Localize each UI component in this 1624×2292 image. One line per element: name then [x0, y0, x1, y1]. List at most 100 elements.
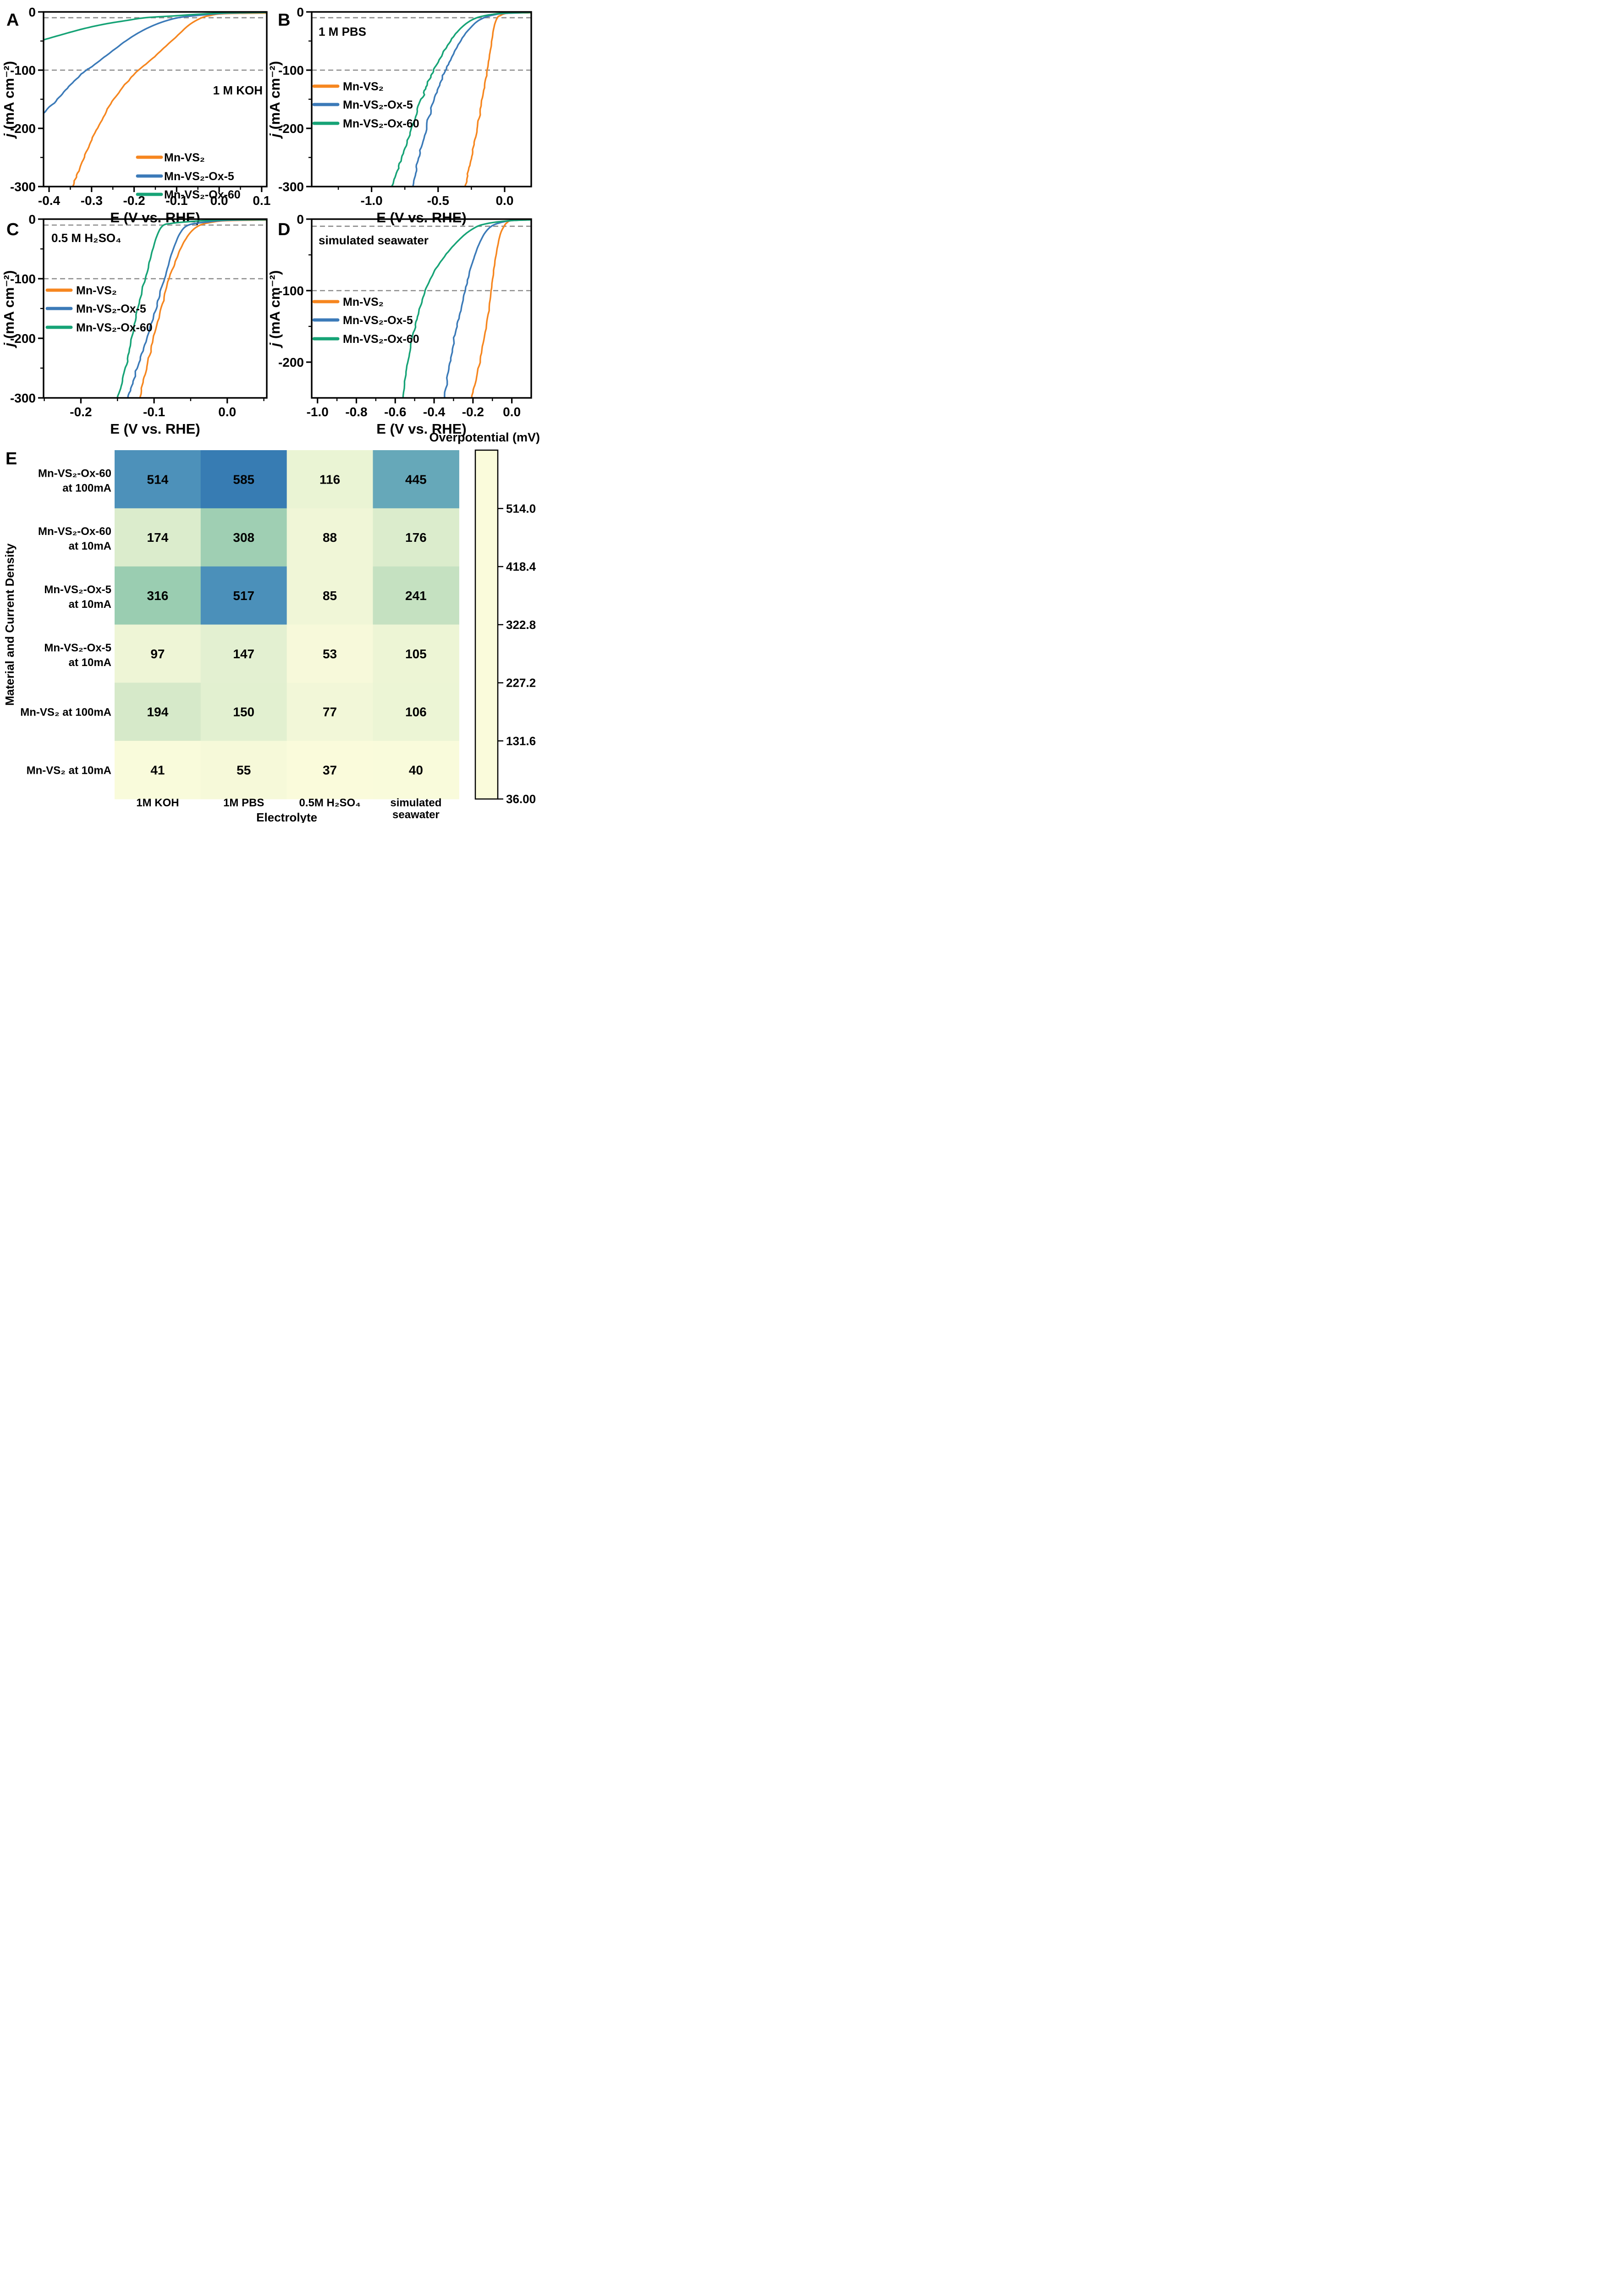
y-tick-label: -100: [278, 63, 304, 77]
x-tick-label: 0.0: [210, 193, 228, 208]
x-tick-label: -0.5: [427, 193, 449, 208]
x-tick-label: -0.2: [70, 405, 92, 419]
legend-label-mn_vs2: Mn-VS₂: [76, 284, 117, 297]
y-tick-label: 0: [297, 212, 304, 226]
x-tick-label: -0.8: [345, 405, 367, 419]
heatmap-cell-value: 53: [323, 647, 337, 661]
heatmap-cell: [115, 508, 201, 567]
legend-label-ox5: Mn-VS₂-Ox-5: [76, 303, 146, 315]
axis-ticks: -1.0 -0.5 0.0 0 -100 -200 -300: [278, 5, 513, 208]
y-tick-label: -200: [278, 121, 304, 136]
panel-letter-b: B: [278, 11, 290, 30]
heatmap-cell-value: 88: [323, 530, 337, 545]
legend: Mn-VS₂ Mn-VS₂-Ox-5 Mn-VS₂-Ox-60: [312, 296, 419, 346]
x-tick-label: -0.1: [165, 193, 187, 208]
heatmap-cells: 514 585 116 445 174 308 88 176 316 517 85 241 97 147 5…: [115, 450, 459, 799]
heatmap-cell: [286, 683, 374, 741]
legend-label-ox5: Mn-VS₂-Ox-5: [343, 314, 413, 327]
heatmap-cell-value: 316: [147, 589, 169, 603]
x-tick-label: -0.2: [462, 405, 484, 419]
x-tick-label: -0.3: [81, 193, 103, 208]
heatmap-cell-value: 97: [150, 647, 165, 661]
heatmap-cell: [373, 566, 459, 625]
y-tick-label: 0: [297, 5, 304, 19]
legend-label-ox60: Mn-VS₂-Ox-60: [164, 188, 241, 201]
heatmap-cell: [115, 450, 201, 509]
panel-letter-d: D: [278, 220, 290, 239]
panel-c-lsv-chart-h2so4: -0.2 -0.1 0.0 0 -100 -200 -300 E (V vs. RHE) j (…: [1, 212, 268, 437]
lsv-curves: [402, 219, 531, 398]
electrolyte-label: 1 M PBS: [319, 25, 366, 39]
y-tick-label: 0: [28, 5, 36, 19]
panel-b-lsv-chart-pbs: -1.0 -0.5 0.0 0 -100 -200 -300 E (V vs. RHE) j (…: [267, 5, 532, 226]
heatmap-cell: [115, 624, 201, 683]
x-tick-label: -0.4: [423, 405, 446, 419]
heatmap-cell-value: 106: [405, 705, 427, 719]
heatmap-cell: [373, 683, 459, 741]
colorbar-tick-label: 418.4: [506, 560, 536, 573]
heatmap-cell: [286, 624, 374, 683]
lsv-curves: [44, 12, 267, 187]
x-tick-label: -0.1: [143, 405, 165, 419]
heatmap-cell: [286, 508, 374, 567]
benchmark-dashed-lines: [312, 17, 531, 71]
plot-frame: [311, 218, 532, 399]
row-label-line1: Mn-VS₂-Ox-60: [38, 525, 111, 538]
heatmap-cell-value: 116: [319, 472, 340, 486]
y-axis-title: j (mA cm⁻²): [267, 270, 283, 349]
heatmap-cell-value: 37: [323, 763, 337, 777]
y-tick-label: -300: [10, 180, 36, 194]
y-axis-title: j (mA cm⁻²): [267, 61, 283, 139]
heatmap-cell-value: 585: [233, 472, 254, 486]
heatmap-cell: [115, 566, 201, 625]
row-label-line1: Mn-VS₂-Ox-5: [44, 584, 111, 596]
y-tick-label: -200: [278, 355, 304, 369]
heatmap-cell: [200, 741, 287, 799]
heatmap-y-axis-title: Material and Current Density: [3, 543, 17, 706]
y-tick-label: -200: [10, 121, 36, 136]
heatmap-cell-value: 77: [323, 705, 337, 719]
heatmap-cell-value: 150: [233, 705, 254, 719]
x-axis-title: E (V vs. RHE): [376, 421, 466, 437]
electrolyte-label: simulated seawater: [319, 233, 429, 247]
column-label: 1M KOH: [136, 797, 179, 809]
y-tick-label: -100: [278, 284, 304, 298]
row-label-line1: Mn-VS₂-Ox-5: [44, 642, 111, 654]
axis-ticks: -0.4 -0.3 -0.2 -0.1 0.0 0.10-100-200-300: [10, 5, 270, 208]
heatmap-row-labels: Mn-VS₂-Ox-60 at 100mA Mn-VS₂-Ox-60 at 10mA M…: [20, 467, 111, 777]
legend-label-ox60: Mn-VS₂-Ox-60: [76, 321, 153, 334]
legend: Mn-VS₂ Mn-VS₂-Ox-5 Mn-VS₂-Ox-60: [312, 80, 419, 130]
curve-ox5: [412, 12, 531, 187]
x-tick-label: 0.1: [253, 193, 270, 208]
legend-label-ox5: Mn-VS₂-Ox-5: [164, 170, 234, 183]
heatmap-cell: [200, 508, 287, 567]
colorbar: [475, 450, 498, 799]
heatmap-cell-value: 147: [233, 647, 254, 661]
heatmap-cell-value: 517: [233, 589, 254, 603]
figure-hhr-lsv-overpotential: -0.4 -0.3 -0.2 -0.1 0.0 0.1 0 -100 -200 -300 E (V …: [0, 0, 541, 823]
heatmap-cell: [286, 566, 374, 625]
colorbar-ticks: 514.0 418.4 322.8 227.2 131.6 36.00: [498, 501, 536, 806]
legend: Mn-VS₂ Mn-VS₂-Ox-5 Mn-VS₂-Ox-60: [45, 284, 153, 334]
row-label-line2: at 100mA: [62, 482, 111, 494]
column-label: 1M PBS: [223, 797, 264, 809]
legend-label-ox60: Mn-VS₂-Ox-60: [343, 117, 419, 130]
heatmap-cell: [200, 624, 287, 683]
heatmap-cell-value: 445: [405, 472, 427, 486]
y-tick-label: -100: [10, 272, 36, 286]
legend: Mn-VS₂ Mn-VS₂-Ox-5 Mn-VS₂-Ox-60: [136, 151, 241, 201]
curve-ox5: [44, 12, 267, 114]
legend-label-ox60: Mn-VS₂-Ox-60: [343, 333, 419, 346]
curve-ox60: [44, 12, 267, 41]
heatmap-cell-value: 176: [405, 530, 427, 545]
heatmap-cell-value: 40: [409, 763, 423, 777]
heatmap-cell: [373, 624, 459, 683]
row-label-line2: at 10mA: [69, 598, 111, 611]
heatmap-cell-value: 194: [147, 705, 169, 719]
heatmap-cell-value: 174: [147, 530, 169, 545]
column-label: simulated: [390, 797, 441, 809]
heatmap-cell: [286, 741, 374, 799]
electrolyte-label: 0.5 M H₂SO₄: [51, 231, 121, 245]
